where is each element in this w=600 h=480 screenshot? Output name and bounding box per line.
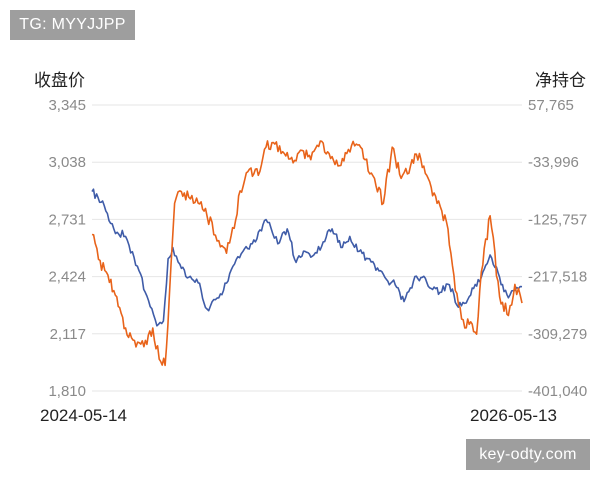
y-tick-left: 1,810: [48, 383, 86, 400]
y-tick-left: 2,424: [48, 269, 86, 286]
y-tick-right: -125,757: [528, 211, 587, 228]
series-line-net_position: [91, 140, 523, 367]
y-tick-left: 3,038: [48, 154, 86, 171]
x-axis-end-label: 2026-05-13: [470, 406, 557, 425]
watermark-bottom-right: key-odty.com: [466, 439, 590, 470]
y-tick-left: 2,117: [50, 326, 86, 343]
y-axis-left-title: 收盘价: [34, 71, 85, 91]
y-tick-right: -309,279: [528, 326, 587, 343]
series-lines: [91, 140, 523, 367]
y-tick-right: -401,040: [528, 383, 587, 400]
y-tick-right: 57,765: [528, 97, 574, 114]
grid-lines: [92, 104, 522, 392]
watermark-top-left: TG: MYYJJPP: [10, 10, 135, 40]
series-line-close: [91, 188, 523, 327]
y-tick-left: 3,345: [48, 97, 86, 114]
y-axis-left-ticks: 3,345 3,038 2,731 2,424 2,117 1,810: [48, 97, 86, 400]
y-tick-right: -33,996: [528, 154, 579, 171]
x-axis-start-label: 2024-05-14: [40, 406, 127, 425]
y-tick-left: 2,731: [48, 211, 86, 228]
y-axis-right-ticks: 57,765 -33,996 -125,757 -217,518 -309,279 -40…: [528, 97, 587, 400]
y-tick-right: -217,518: [528, 269, 587, 286]
y-axis-right-title: 净持仓: [535, 71, 586, 91]
